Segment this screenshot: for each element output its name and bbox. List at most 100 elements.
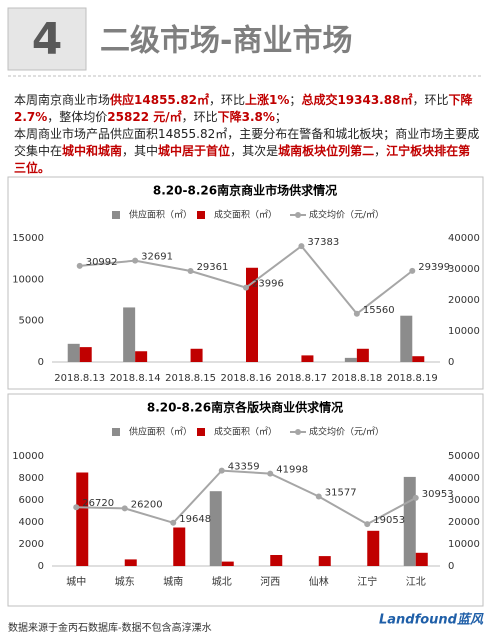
x-tick-label: 2018.8.13 xyxy=(54,373,105,384)
bar xyxy=(173,527,186,566)
data-label: 26720 xyxy=(82,498,114,509)
highlight: 25822 元/㎡ xyxy=(107,110,182,124)
x-tick-label: 城中 xyxy=(66,575,86,588)
bar xyxy=(412,356,425,362)
line-marker xyxy=(364,521,371,528)
highlight: 上涨1% xyxy=(245,93,290,107)
text: 本周南京商业市场 xyxy=(14,93,111,107)
y-tick-label: 10000 xyxy=(12,274,44,285)
y-tick-label: 0 xyxy=(38,357,44,368)
x-tick-label: 2018.8.17 xyxy=(276,373,327,384)
legend-label: 成交面积（㎡） xyxy=(214,426,277,438)
data-label: 32691 xyxy=(141,252,173,263)
y-tick-label: 2000 xyxy=(19,539,44,550)
bar xyxy=(270,555,283,566)
text: ，其中 xyxy=(122,144,159,158)
paragraph: 本周商业市场产品供应面积14855.82㎡，主要分布在警备和城北板块；商业市场主… xyxy=(14,126,480,177)
bar xyxy=(415,552,428,566)
y2-tick-label: 40000 xyxy=(448,473,480,484)
y-tick-label: 15000 xyxy=(12,233,44,244)
bar xyxy=(403,476,416,566)
legend-marker xyxy=(295,212,301,218)
x-tick-label: 2018.8.18 xyxy=(331,373,382,384)
highlight: 下降2.7% xyxy=(14,93,473,124)
data-label: 23996 xyxy=(252,279,284,290)
legend-swatch xyxy=(197,211,205,219)
x-tick-label: 江宁 xyxy=(357,575,377,588)
section-number: 4 xyxy=(32,14,63,65)
y2-tick-label: 20000 xyxy=(448,295,480,306)
y2-tick-label: 10000 xyxy=(448,539,480,550)
summary: 本周南京商业市场供应14855.82㎡，环比上涨1%；总成交19343.88㎡，… xyxy=(14,92,480,177)
highlight: 总成交19343.88㎡ xyxy=(301,93,413,107)
highlight: 江宁板块排在第三位。 xyxy=(14,144,471,175)
x-tick-label: 江北 xyxy=(406,576,426,588)
y2-tick-label: 50000 xyxy=(448,451,480,462)
line-marker xyxy=(243,284,249,291)
data-label: 19053 xyxy=(373,515,405,526)
line-marker xyxy=(121,505,128,512)
highlight: 城中居于首位 xyxy=(158,144,231,158)
y2-tick-label: 0 xyxy=(448,561,454,572)
bar xyxy=(67,343,80,362)
legend-swatch xyxy=(112,428,120,436)
bar xyxy=(344,357,357,362)
text: ，环比 xyxy=(209,93,246,107)
highlight: 下降3.8% xyxy=(217,110,275,124)
bar xyxy=(135,351,148,362)
bar xyxy=(79,347,92,362)
y2-tick-label: 30000 xyxy=(448,495,480,506)
chart-frame xyxy=(7,176,484,390)
number-box xyxy=(7,7,87,71)
text: 本周商业市场产品供应面积14855.82㎡，主要分布在警备和城北板块；商业市场主… xyxy=(14,127,480,158)
legend-label: 成交均价（元/㎡） xyxy=(309,209,384,221)
line-marker xyxy=(170,519,177,526)
line-marker xyxy=(409,267,416,274)
x-tick-label: 2018.8.16 xyxy=(221,373,272,384)
data-label: 26200 xyxy=(131,499,163,510)
bar xyxy=(76,472,89,566)
bar xyxy=(356,348,369,362)
x-tick-label: 城北 xyxy=(212,576,232,588)
text: ， xyxy=(374,144,387,158)
legend-swatch xyxy=(112,211,120,219)
text: ； xyxy=(289,93,302,107)
y-tick-label: 10000 xyxy=(12,451,44,462)
bar xyxy=(367,530,380,566)
x-tick-label: 2018.8.14 xyxy=(110,373,161,384)
data-label: 30953 xyxy=(422,489,454,500)
legend-label: 成交面积（㎡） xyxy=(214,209,277,221)
data-label: 37383 xyxy=(307,237,339,248)
legend-label: 供应面积（㎡） xyxy=(129,209,192,221)
data-label: 30992 xyxy=(86,257,118,268)
section-title: 二级市场-商业市场 xyxy=(100,24,352,59)
line-marker xyxy=(267,470,274,477)
data-label: 29361 xyxy=(197,262,229,273)
data-label: 15560 xyxy=(363,305,395,316)
legend-label: 供应面积（㎡） xyxy=(129,426,192,438)
line-marker xyxy=(73,504,80,511)
data-label: 43359 xyxy=(228,462,260,473)
line-marker xyxy=(353,310,360,317)
x-tick-label: 2018.8.15 xyxy=(165,373,216,384)
line-marker xyxy=(298,243,305,250)
text: ； xyxy=(274,110,287,124)
bar xyxy=(190,348,203,362)
source-note: 数据来源于金丙石数据库-数据不包含高淳溧水 xyxy=(8,621,212,634)
highlight: 供应14855.82㎡ xyxy=(110,93,210,107)
x-tick-label: 城东 xyxy=(115,575,135,588)
line-marker xyxy=(132,257,139,264)
legend-label: 成交均价（元/㎡） xyxy=(309,426,384,438)
bar xyxy=(209,491,222,566)
x-tick-label: 仙林 xyxy=(309,575,329,588)
y-tick-label: 5000 xyxy=(19,316,44,327)
y-tick-label: 6000 xyxy=(19,495,44,506)
highlight: 城中和城南 xyxy=(62,144,123,158)
chart-title: 8.20-8.26南京商业市场供求情况 xyxy=(153,183,337,198)
y2-tick-label: 30000 xyxy=(448,264,480,275)
data-label: 19648 xyxy=(179,514,211,525)
chart-title: 8.20-8.26南京各版块商业供求情况 xyxy=(147,400,343,415)
line-marker xyxy=(187,267,194,274)
y2-tick-label: 20000 xyxy=(448,517,480,528)
